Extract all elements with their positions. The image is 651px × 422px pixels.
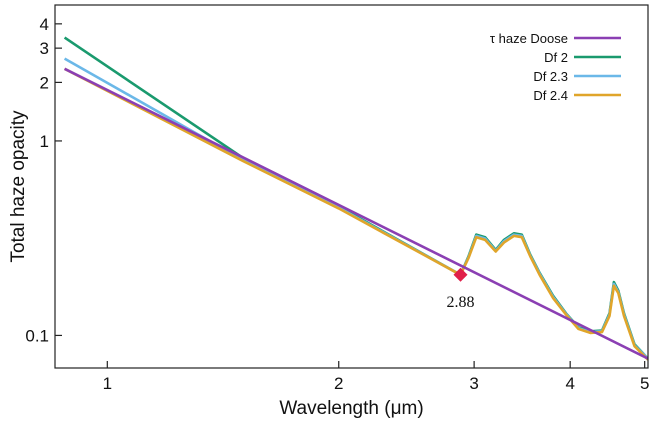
legend-label: Df 2.4	[533, 88, 568, 103]
series-line-1	[63, 36, 648, 360]
series-line-2	[63, 57, 648, 360]
legend-label: Df 2	[544, 50, 568, 65]
y-tick-label: 0.1	[25, 326, 49, 345]
series-line-3	[64, 67, 648, 361]
plot-lines	[63, 36, 648, 361]
x-tick-label: 4	[565, 374, 574, 393]
x-tick-label: 3	[469, 374, 478, 393]
y-tick-label: 3	[40, 39, 49, 58]
y-tick-label: 1	[40, 132, 49, 151]
legend-label: Df 2.3	[533, 69, 568, 84]
x-tick-label: 2	[334, 374, 343, 393]
x-tick-label: 5	[640, 374, 649, 393]
marker-label: 2.88	[446, 294, 474, 311]
x-axis-title: Wavelength (μm)	[279, 398, 423, 419]
y-axis: 0.1 1 2 3 4	[25, 15, 62, 345]
y-axis-title: Total haze opacity	[8, 110, 29, 263]
x-tick-label: 1	[103, 374, 112, 393]
legend: τ haze Doose Df 2 Df 2.3 Df 2.4	[490, 31, 621, 103]
marker-diamond	[453, 267, 468, 282]
y-tick-label: 4	[40, 15, 49, 34]
series-line-0	[64, 67, 648, 360]
x-axis: 1 2 3 4 5	[103, 361, 649, 393]
y-tick-label: 2	[40, 73, 49, 92]
annotations: 2.88	[446, 267, 474, 311]
legend-label: τ haze Doose	[490, 31, 568, 46]
plot-frame	[54, 4, 649, 369]
